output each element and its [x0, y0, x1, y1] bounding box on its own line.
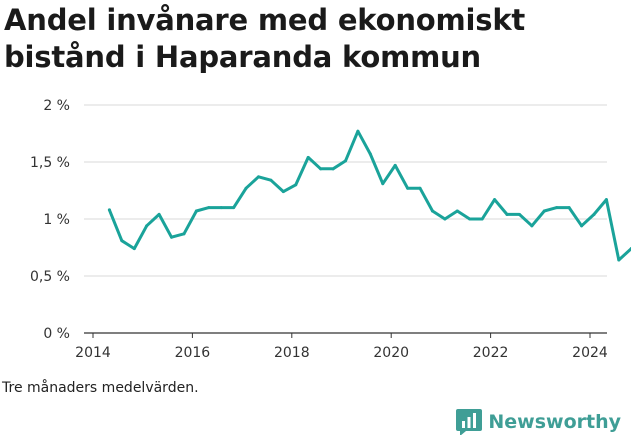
bar-chart-icon	[456, 409, 483, 435]
data-point	[368, 152, 372, 156]
data-point	[232, 206, 236, 210]
data-point	[530, 224, 534, 228]
y-tick-label: 1 %	[43, 212, 70, 228]
data-point	[219, 206, 223, 210]
series-line	[107, 129, 631, 262]
data-point	[604, 198, 608, 202]
data-point	[170, 235, 174, 239]
data-point	[132, 247, 136, 251]
data-point	[592, 212, 596, 216]
data-point	[294, 183, 298, 187]
data-point	[306, 155, 310, 159]
data-point	[281, 190, 285, 194]
data-point	[244, 186, 248, 190]
brand-logo[interactable]: Newsworthy	[456, 408, 621, 436]
data-point	[555, 206, 559, 210]
data-point	[207, 206, 211, 210]
data-point	[567, 206, 571, 210]
x-tick-label: 2014	[75, 345, 111, 361]
data-point	[580, 224, 584, 228]
data-point	[406, 186, 410, 190]
y-axis: 0 % 0,5 % 1 % 1,5 % 2 %	[30, 98, 70, 342]
data-point	[343, 159, 347, 163]
data-point	[319, 167, 323, 171]
data-point	[393, 163, 397, 167]
data-point	[468, 217, 472, 221]
chart-title: Andel invånare med ekonomiskt bistånd i …	[4, 3, 526, 74]
series-group	[107, 129, 631, 262]
data-point	[542, 209, 546, 213]
x-tick-label: 2018	[274, 345, 310, 361]
footnote: Tre månaders medelvärden.	[2, 380, 199, 396]
data-point	[182, 232, 186, 236]
data-point	[107, 208, 111, 212]
y-tick-label: 0,5 %	[30, 269, 70, 285]
data-point	[257, 175, 261, 179]
data-point	[381, 182, 385, 186]
x-axis: 2014 2016 2018 2020 2022 2024	[75, 333, 608, 361]
data-point	[480, 217, 484, 221]
data-point	[493, 198, 497, 202]
x-tick-label: 2022	[473, 345, 509, 361]
x-tick-label: 2020	[373, 345, 409, 361]
data-point	[157, 212, 161, 216]
data-point	[194, 209, 198, 213]
gridlines	[84, 104, 607, 334]
x-tick-label: 2016	[175, 345, 211, 361]
data-point	[617, 258, 621, 262]
x-tick-label: 2024	[572, 345, 608, 361]
y-tick-label: 1,5 %	[30, 155, 70, 171]
data-point	[120, 239, 124, 243]
data-point	[356, 129, 360, 133]
data-point	[505, 212, 509, 216]
data-point	[517, 212, 521, 216]
brand-name: Newsworthy	[488, 411, 621, 433]
y-tick-label: 0 %	[43, 326, 70, 342]
data-point	[331, 167, 335, 171]
data-point	[418, 186, 422, 190]
y-tick-label: 2 %	[43, 98, 70, 114]
data-point	[430, 209, 434, 213]
data-point	[455, 209, 459, 213]
data-point	[269, 178, 273, 182]
data-point	[145, 224, 149, 228]
data-point	[443, 217, 447, 221]
